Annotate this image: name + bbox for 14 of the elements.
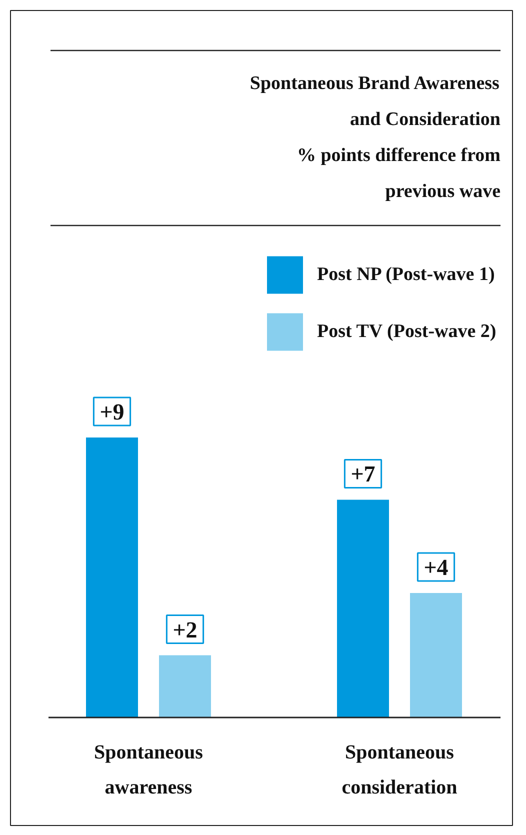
x-tick-label: Spontaneous consideration [342,742,458,798]
legend-label: Post NP (Post-wave 1) [317,264,495,286]
chart-title: Spontaneous Brand Awareness and Consideration [250,73,501,130]
chart-subtitle: % points difference from previous wave [296,145,501,202]
data-label: +2 [172,617,198,642]
bar [337,500,389,718]
x-tick-label: Spontaneous awareness [94,742,204,798]
bar [159,655,211,718]
bar [86,438,138,718]
data-label: +9 [100,400,124,424]
legend-label: Post TV (Post-wave 2) [317,320,496,342]
bar [410,593,462,718]
data-label: +7 [350,462,376,487]
data-label: +4 [424,555,449,580]
